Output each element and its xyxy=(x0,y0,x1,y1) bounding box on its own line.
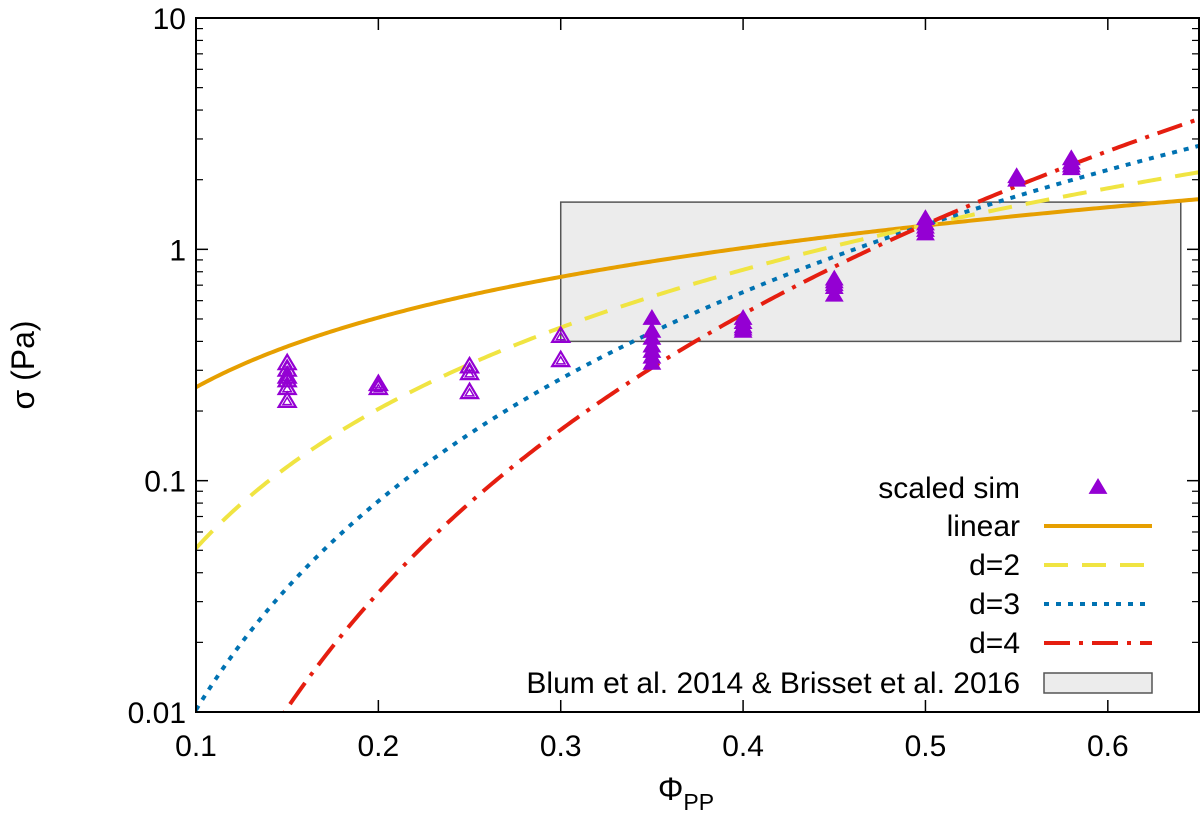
reference-box xyxy=(559,201,1182,343)
legend-label: d=4 xyxy=(969,627,1020,660)
legend-label: d=3 xyxy=(969,588,1020,621)
legend-entry: d=2 xyxy=(969,549,1152,582)
y-tick-label: 1 xyxy=(169,234,186,267)
curve-linear xyxy=(196,197,1199,390)
sim-point xyxy=(733,321,753,338)
y-axis-title: σ (Pa) xyxy=(5,320,41,409)
x-axis-subscript: PP xyxy=(683,789,714,815)
plot-frame xyxy=(195,17,1200,713)
legend-label: Blum et al. 2014 & Brisset et al. 2016 xyxy=(526,667,1020,700)
sim-point xyxy=(550,349,572,368)
sim-point xyxy=(550,325,572,343)
sim-point xyxy=(1061,159,1081,176)
axis-ticks xyxy=(195,17,1199,713)
sim-point xyxy=(916,224,935,241)
sim-point xyxy=(367,377,389,396)
x-axis-title: ΦPP xyxy=(658,771,714,815)
legend-label: d=2 xyxy=(969,549,1020,582)
legend: scaled sim linear d=2 d=3 d=4 Blum et al. 201… xyxy=(526,472,1153,700)
y-tick-label: 0.1 xyxy=(144,466,186,499)
legend-entry: d=3 xyxy=(969,588,1152,621)
sim-point xyxy=(824,285,844,302)
sim-point xyxy=(1007,170,1027,187)
sim-point xyxy=(642,353,662,370)
legend-entry: linear xyxy=(947,510,1152,543)
legend-swatch xyxy=(1043,672,1153,694)
legend-entry: d=4 xyxy=(969,627,1152,660)
legend-entry: scaled sim xyxy=(878,472,1108,505)
legend-label: scaled sim xyxy=(878,472,1020,505)
x-axis-symbol: Φ xyxy=(658,771,684,807)
x-tick-label: 0.3 xyxy=(540,730,582,763)
scaled-sim-points xyxy=(276,149,1081,408)
sim-point xyxy=(459,362,481,381)
y-tick-label: 0.01 xyxy=(128,697,186,730)
legend-marker xyxy=(1088,478,1108,494)
curve-d-3 xyxy=(196,143,1199,712)
sim-point xyxy=(276,390,298,408)
x-tick-label: 0.4 xyxy=(722,730,764,763)
x-tick-label: 0.6 xyxy=(1087,730,1129,763)
model-curves xyxy=(196,117,1199,712)
sim-point xyxy=(459,381,481,400)
curve-d-4 xyxy=(282,117,1199,712)
y-tick-label: 10 xyxy=(153,3,186,36)
x-tick-label: 0.1 xyxy=(175,730,217,763)
x-tick-label: 0.2 xyxy=(358,730,400,763)
reference-box-layer xyxy=(559,201,1182,343)
legend-label: linear xyxy=(947,510,1020,543)
curve-d-2 xyxy=(196,170,1199,550)
x-tick-label: 0.5 xyxy=(905,730,947,763)
legend-entry: Blum et al. 2014 & Brisset et al. 2016 xyxy=(526,667,1153,700)
